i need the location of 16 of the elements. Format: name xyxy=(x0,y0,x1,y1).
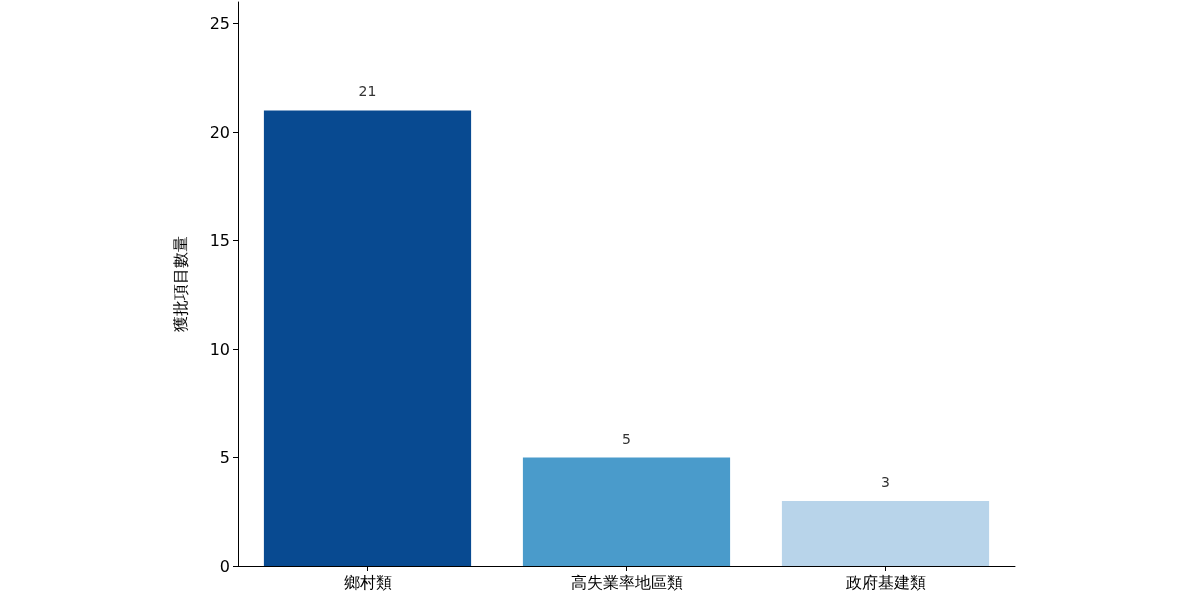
y-tick-label: 5 xyxy=(219,448,230,468)
y-axis-title: 獲批項目數量 xyxy=(170,236,190,332)
bar xyxy=(522,457,731,566)
data-label: 3 xyxy=(881,473,890,490)
y-tick-label: 25 xyxy=(209,14,230,34)
data-label: 5 xyxy=(622,430,631,447)
x-tick-label: 政府基建類 xyxy=(845,572,926,592)
x-tick-label: 高失業率地區類 xyxy=(570,572,683,592)
x-tick-label: 鄉村類 xyxy=(343,572,392,592)
data-label: 21 xyxy=(358,83,377,100)
bar xyxy=(781,500,990,566)
y-tick-label: 15 xyxy=(209,231,230,251)
y-tick-label: 10 xyxy=(209,339,230,359)
y-tick-label: 0 xyxy=(219,556,230,576)
bar xyxy=(263,110,472,566)
y-tick-label: 20 xyxy=(209,122,230,142)
